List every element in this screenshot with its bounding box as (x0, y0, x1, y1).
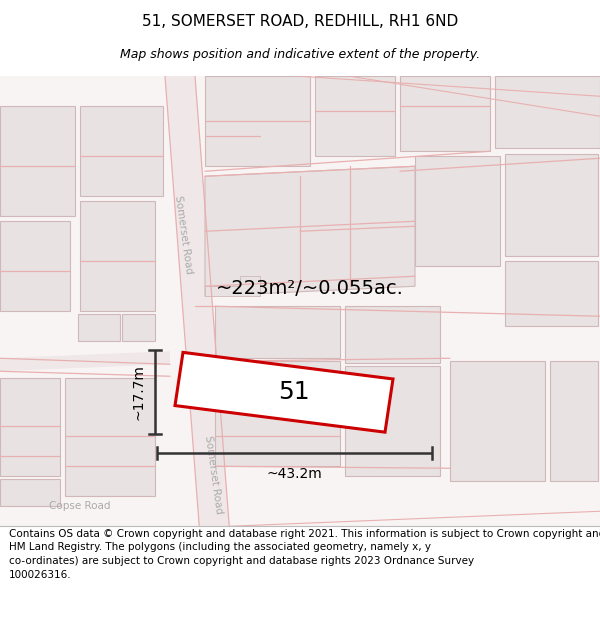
Polygon shape (205, 166, 415, 296)
Polygon shape (495, 76, 600, 148)
Polygon shape (65, 378, 155, 496)
Polygon shape (0, 221, 70, 311)
Polygon shape (345, 306, 440, 363)
Polygon shape (315, 76, 395, 156)
Polygon shape (505, 154, 598, 256)
Polygon shape (78, 314, 120, 341)
Text: 51: 51 (278, 380, 310, 404)
Polygon shape (345, 366, 440, 476)
Text: ~17.7m: ~17.7m (131, 364, 145, 420)
Polygon shape (122, 314, 155, 341)
Text: Contains OS data © Crown copyright and database right 2021. This information is : Contains OS data © Crown copyright and d… (9, 529, 600, 579)
Polygon shape (550, 361, 598, 481)
Polygon shape (165, 76, 230, 536)
Polygon shape (215, 361, 340, 466)
Polygon shape (215, 306, 340, 358)
Text: ~43.2m: ~43.2m (266, 467, 322, 481)
Polygon shape (0, 106, 75, 216)
Polygon shape (80, 201, 155, 311)
Polygon shape (400, 76, 490, 151)
Text: Somerset Road: Somerset Road (203, 435, 223, 515)
Polygon shape (205, 76, 310, 166)
Polygon shape (450, 361, 545, 481)
Polygon shape (80, 106, 163, 196)
Text: Somerset Road: Somerset Road (173, 195, 193, 274)
Polygon shape (0, 479, 60, 506)
Polygon shape (0, 351, 170, 371)
Text: Copse Road: Copse Road (49, 501, 111, 511)
Polygon shape (205, 276, 260, 296)
Polygon shape (415, 156, 500, 266)
Polygon shape (175, 352, 393, 432)
Text: 51, SOMERSET ROAD, REDHILL, RH1 6ND: 51, SOMERSET ROAD, REDHILL, RH1 6ND (142, 14, 458, 29)
Text: Map shows position and indicative extent of the property.: Map shows position and indicative extent… (120, 48, 480, 61)
Polygon shape (0, 378, 60, 476)
Text: ~223m²/~0.055ac.: ~223m²/~0.055ac. (216, 279, 404, 299)
Polygon shape (505, 261, 598, 326)
